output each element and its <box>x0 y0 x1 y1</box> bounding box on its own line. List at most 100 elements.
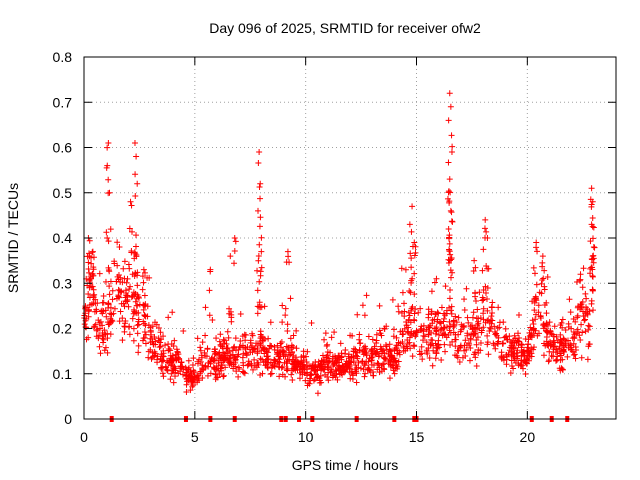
data-point <box>411 252 418 259</box>
data-point <box>446 176 453 183</box>
data-point <box>142 340 149 347</box>
data-point <box>539 259 546 266</box>
data-point <box>312 359 319 366</box>
data-point <box>155 324 162 331</box>
data-point <box>500 340 507 347</box>
data-point <box>588 203 595 210</box>
data-point <box>141 312 148 319</box>
data-point <box>157 343 164 350</box>
data-point <box>124 292 131 299</box>
data-point <box>242 337 249 344</box>
data-point <box>235 351 242 358</box>
data-point <box>218 367 225 374</box>
data-point <box>586 323 593 330</box>
data-point <box>449 269 456 276</box>
data-point <box>184 378 191 385</box>
data-point <box>350 358 357 365</box>
data-point <box>89 270 96 277</box>
data-point <box>401 300 408 307</box>
data-point <box>484 235 491 241</box>
data-point <box>256 299 263 306</box>
data-point <box>297 370 304 377</box>
data-point <box>172 373 179 380</box>
data-point <box>483 296 490 303</box>
data-point <box>319 363 326 370</box>
data-point <box>459 354 466 361</box>
data-point <box>265 335 272 342</box>
data-point <box>235 373 242 380</box>
data-point <box>141 320 148 327</box>
data-point <box>481 225 488 232</box>
data-point <box>254 303 261 310</box>
data-point <box>236 344 243 351</box>
data-point <box>91 323 98 330</box>
data-point <box>121 275 128 282</box>
data-point <box>559 356 566 363</box>
data-point <box>528 353 535 360</box>
data-point <box>372 349 379 356</box>
data-point <box>237 338 244 345</box>
data-point <box>154 359 161 366</box>
data-point <box>448 218 455 225</box>
data-point <box>162 363 169 370</box>
data-point <box>85 290 92 297</box>
data-point <box>589 235 596 242</box>
data-point <box>579 329 586 336</box>
data-point <box>140 306 147 313</box>
data-point <box>116 287 123 294</box>
data-point <box>485 351 492 358</box>
data-point <box>147 328 154 335</box>
data-point <box>349 332 356 339</box>
data-point <box>418 343 425 350</box>
data-point <box>96 319 103 326</box>
data-point <box>225 334 232 341</box>
data-point <box>484 332 491 339</box>
data-point <box>477 340 484 347</box>
data-point <box>435 331 442 338</box>
data-point <box>157 329 164 336</box>
data-point <box>590 244 597 251</box>
data-point <box>255 207 262 214</box>
data-point <box>559 366 566 373</box>
data-point <box>416 348 423 355</box>
data-point <box>540 275 547 282</box>
data-point <box>146 274 153 281</box>
data-point <box>284 367 291 374</box>
data-point <box>254 310 261 317</box>
data-point <box>231 260 238 267</box>
data-point <box>197 347 204 354</box>
data-point <box>547 328 554 335</box>
data-point <box>102 344 109 351</box>
data-point <box>529 298 536 305</box>
data-point <box>245 358 252 365</box>
data-point <box>583 295 590 302</box>
data-point <box>452 343 459 350</box>
data-point <box>590 255 597 262</box>
data-point <box>129 293 136 300</box>
data-point <box>544 322 551 329</box>
data-point <box>168 340 175 347</box>
data-point <box>279 349 286 356</box>
data-point <box>448 132 455 139</box>
data-point <box>435 342 442 349</box>
data-point <box>278 364 285 371</box>
data-point <box>584 356 591 363</box>
data-point <box>226 305 233 312</box>
x-tick-label: 5 <box>191 429 199 445</box>
data-point <box>445 159 452 166</box>
data-point <box>401 308 408 315</box>
data-point <box>412 243 419 250</box>
data-point <box>539 253 546 260</box>
data-point <box>355 359 362 366</box>
data-point <box>254 359 261 366</box>
data-point <box>105 301 112 308</box>
data-point <box>484 341 491 348</box>
data-point <box>411 239 418 246</box>
data-point <box>175 370 182 377</box>
data-point <box>588 297 595 304</box>
data-point <box>223 345 230 352</box>
data-point <box>388 352 395 359</box>
data-point <box>314 390 321 397</box>
data-point <box>83 336 90 343</box>
data-point <box>411 310 418 317</box>
